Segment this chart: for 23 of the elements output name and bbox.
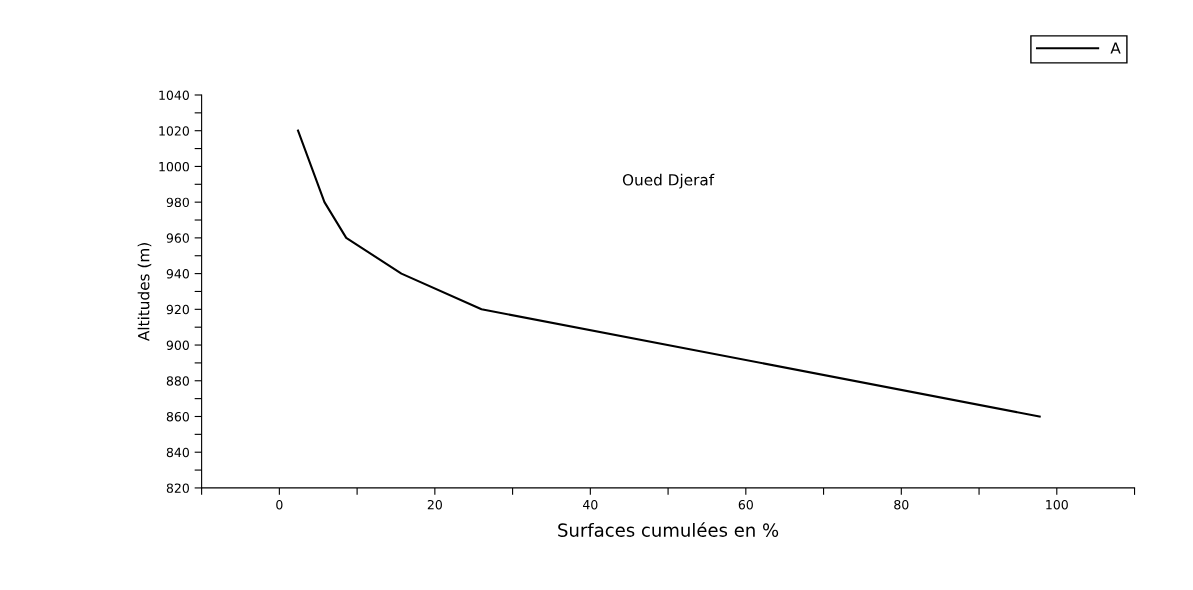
legend-label: A [1110,42,1121,54]
x-tick-label: 20 [427,499,442,510]
y-tick-label: 940 [166,269,189,279]
x-axis-title: Surfaces cumulées en % [558,522,779,537]
y-tick-label: 1040 [159,90,189,100]
x-tick-label: 0 [276,499,283,510]
y-tick-label: 980 [166,197,189,208]
y-tick-label: 880 [166,376,189,386]
y-tick-label: 900 [166,340,189,350]
y-tick-label: 960 [166,233,189,243]
x-tick-label: 40 [582,499,598,510]
x-tick-label: 80 [894,499,909,510]
y-tick-label: 920 [166,304,189,315]
x-tick-label: 60 [738,499,753,510]
annotation: Oued Djeraf [622,173,715,189]
y-tick-label: 820 [166,483,189,493]
y-tick-label: 860 [166,411,189,422]
y-tick-label: 840 [166,447,189,458]
x-tick-label: 100 [1046,499,1068,510]
y-tick-label: 1000 [159,161,189,172]
y-axis-title: Altitudes (m) [137,243,152,341]
line-series [296,129,1041,418]
y-tick-label: 1020 [159,126,189,136]
